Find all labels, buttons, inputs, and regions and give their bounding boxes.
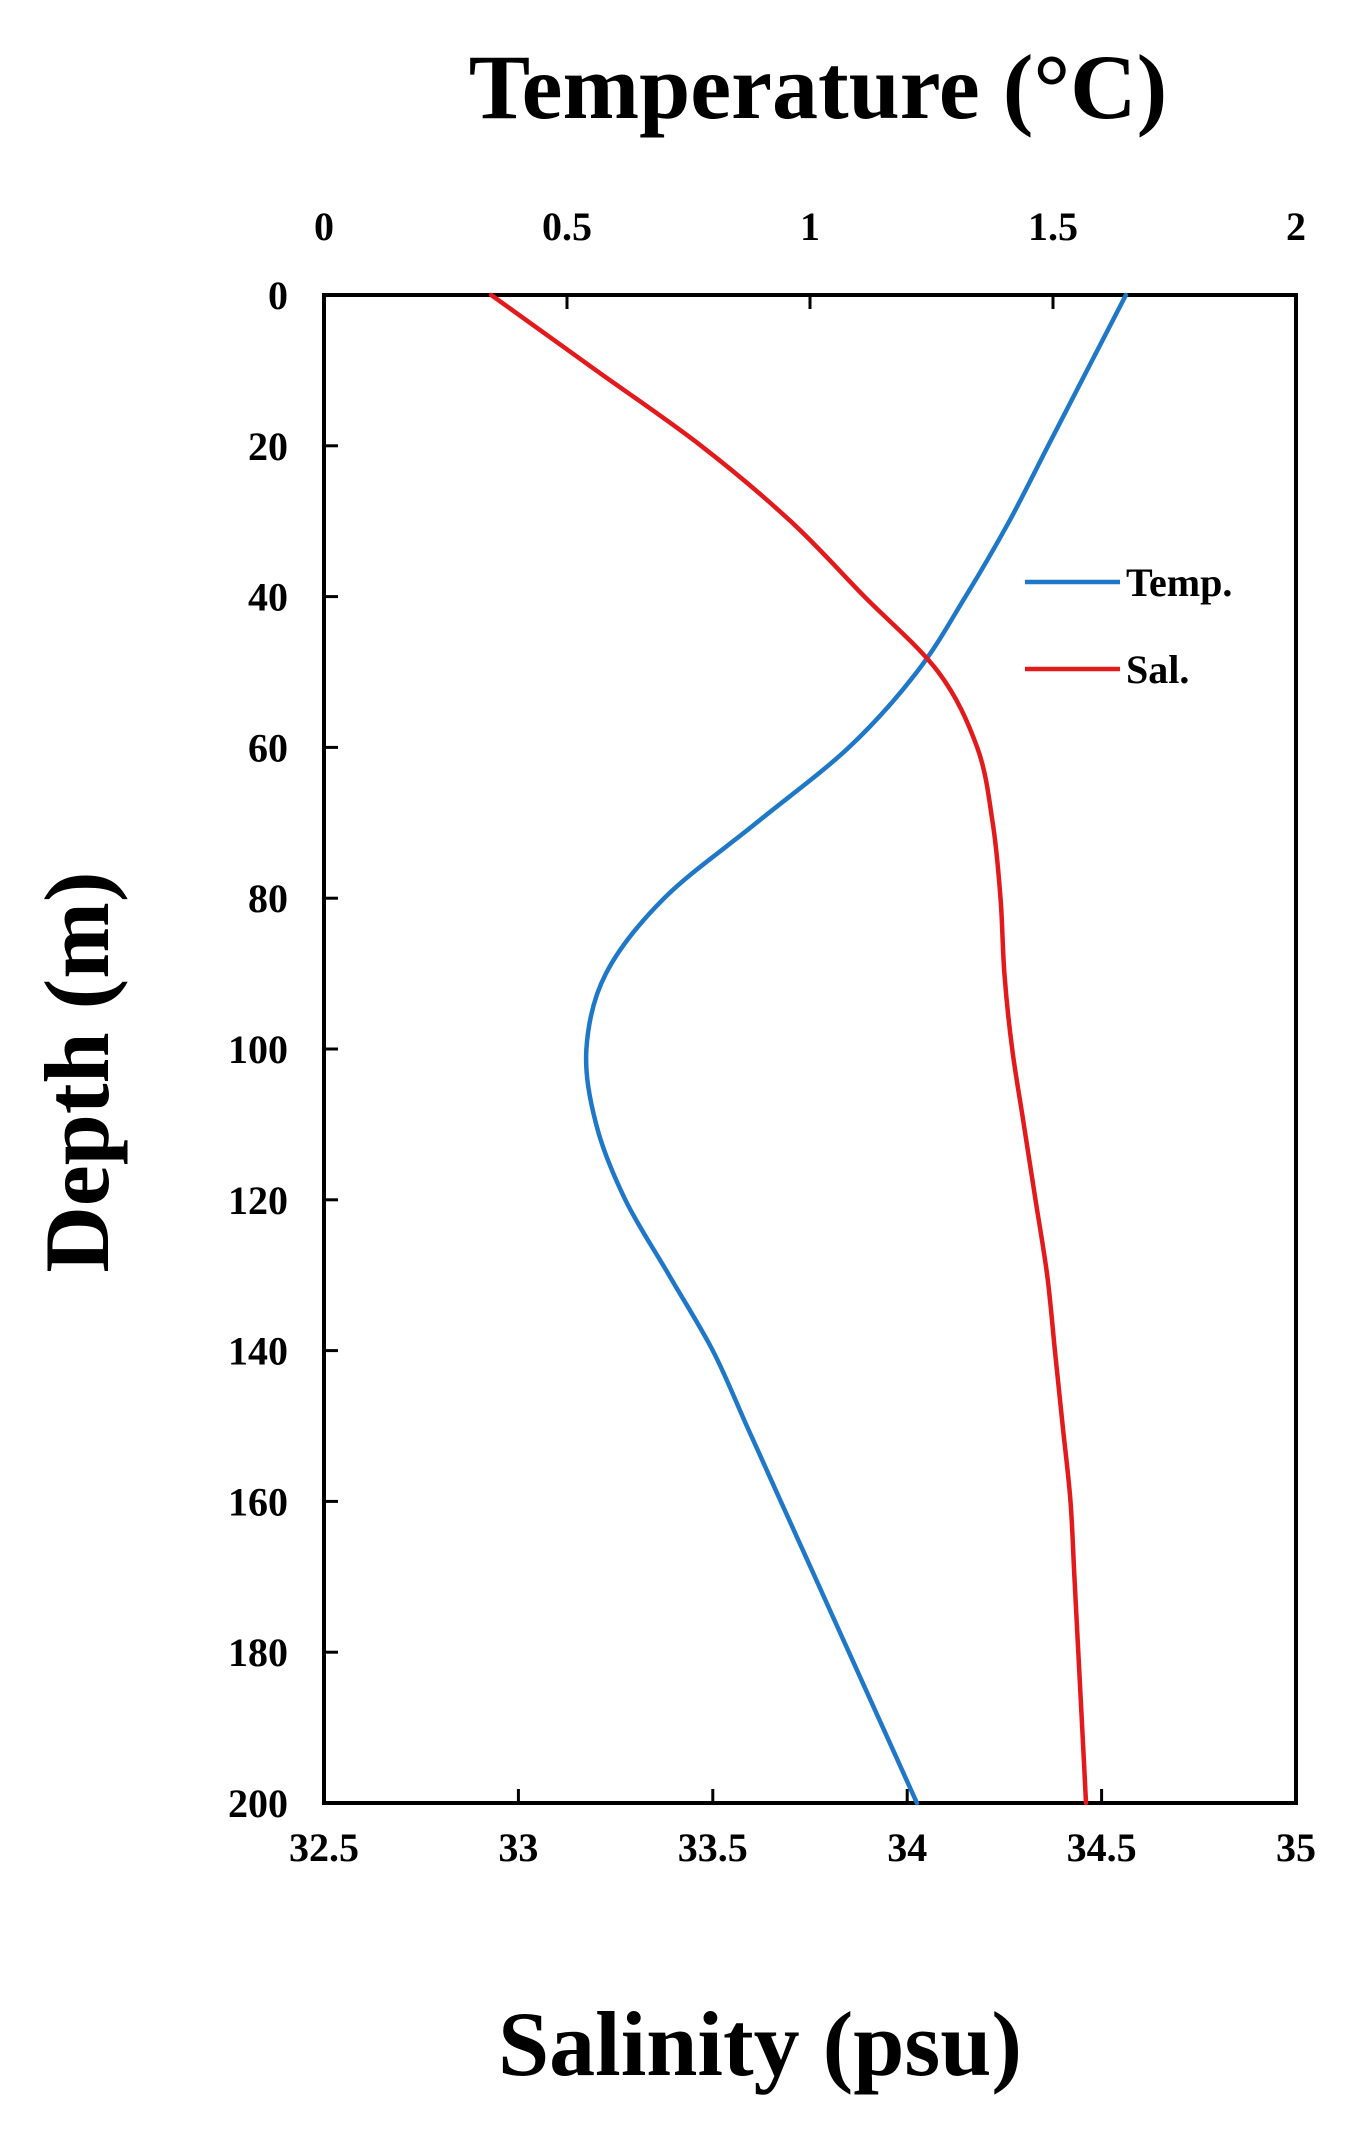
bottom-tick-label: 35: [1276, 1825, 1316, 1870]
left-tick-label: 80: [248, 876, 288, 921]
left-tick-label: 120: [228, 1178, 288, 1223]
top-tick-label: 0: [314, 204, 334, 249]
left-tick-label: 60: [248, 725, 288, 770]
top-tick-label: 1.5: [1028, 204, 1078, 249]
bottom-axis: 32.5 33 33.5 34 34.5 35: [289, 1789, 1316, 1870]
top-axis-title: Temperature (°C): [469, 36, 1168, 138]
series-layer: [488, 292, 1129, 1806]
left-tick-label: 40: [248, 575, 288, 620]
plot-area-frame: [322, 293, 1298, 1805]
bottom-tick-label: 33: [498, 1825, 538, 1870]
left-tick-label: 20: [248, 424, 288, 469]
top-tick-label: 2: [1286, 204, 1306, 249]
top-tick-label: 1: [800, 204, 820, 249]
legend: Temp. Sal.: [1025, 560, 1232, 692]
bottom-tick-label: 34: [887, 1825, 927, 1870]
bottom-tick-label: 34.5: [1067, 1825, 1137, 1870]
left-tick-label: 100: [228, 1027, 288, 1072]
left-tick-label: 0: [268, 273, 288, 318]
top-axis: 0 0.5 1 1.5 2: [314, 204, 1306, 309]
top-tick-label: 0.5: [542, 204, 592, 249]
bottom-tick-label: 32.5: [289, 1825, 359, 1870]
y-axis-title: Depth (m): [26, 871, 128, 1272]
left-axis: 0 20 40 60 80 100 120 140 160 180 200: [228, 273, 338, 1826]
left-tick-label: 180: [228, 1630, 288, 1675]
left-tick-label: 140: [228, 1329, 288, 1374]
salinity-line: [488, 292, 1089, 1806]
bottom-tick-label: 33.5: [678, 1825, 748, 1870]
left-tick-label: 200: [228, 1781, 288, 1826]
legend-label: Sal.: [1126, 647, 1189, 692]
legend-label: Temp.: [1126, 560, 1232, 605]
left-tick-label: 160: [228, 1479, 288, 1524]
bottom-axis-title: Salinity (psu): [498, 1993, 1022, 2095]
temperature-line: [583, 292, 1129, 1806]
